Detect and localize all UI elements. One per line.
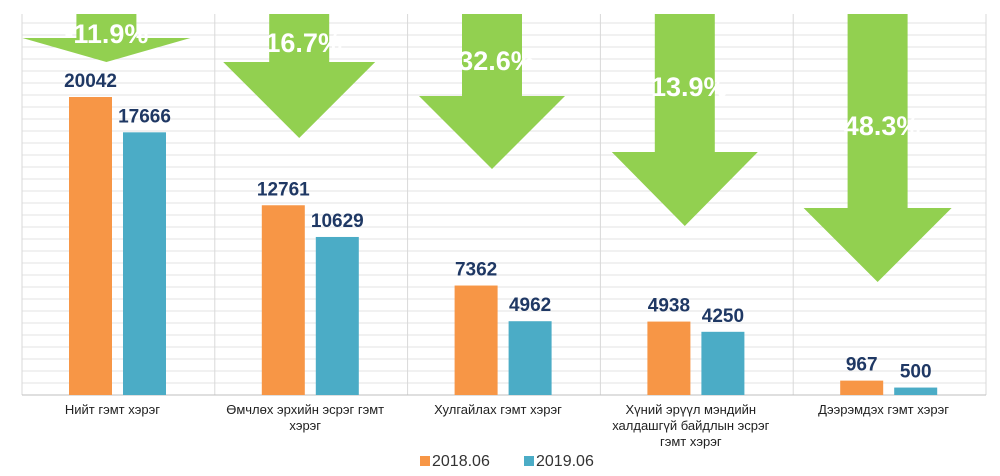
data-label: 4250 xyxy=(702,306,744,327)
category-label: Нийт гэмт хэрэг xyxy=(65,402,160,417)
down-arrow-icon xyxy=(803,14,952,282)
change-percent-label: -16.7% xyxy=(256,28,342,58)
category-labels: Нийт гэмт хэрэг Өмчлөх эрхийн эсрэг гэмт х… xyxy=(65,402,949,449)
bar-2018.06-0 xyxy=(69,97,112,395)
change-percent-label: -13.9% xyxy=(642,72,728,102)
legend-label: 2018.06 xyxy=(432,453,490,470)
change-percent-label: -11.9% xyxy=(64,19,148,49)
category-label: Хулгайлах гэмт хэрэг xyxy=(434,402,562,417)
data-label: 17666 xyxy=(118,106,171,127)
legend-swatch xyxy=(420,456,430,466)
bar-2018.06-1 xyxy=(261,205,305,395)
bar-2019.06-1 xyxy=(315,236,359,395)
data-label: 4962 xyxy=(509,295,551,316)
legend: 2018.06 2019.06 xyxy=(420,453,594,470)
decline-arrows: -11.9% -16.7% -32.6% -13.9% -48.3% xyxy=(22,14,952,282)
bar-2019.06-3 xyxy=(701,331,745,395)
data-label: 967 xyxy=(846,355,878,376)
category-label: Хүний эрүүл мэндийн халдашгүй байдлын эср… xyxy=(612,402,769,449)
legend-swatch xyxy=(524,456,534,466)
down-arrow-icon xyxy=(419,14,565,169)
data-label: 10629 xyxy=(311,211,364,232)
down-arrow-icon xyxy=(611,14,758,226)
data-label: 12761 xyxy=(257,179,310,200)
down-arrow-icon xyxy=(22,14,191,62)
bar-2019.06-0 xyxy=(123,132,166,395)
data-label: 7362 xyxy=(455,260,497,281)
data-label: 4938 xyxy=(648,296,690,317)
category-label: Өмчлөх эрхийн эсрэг гэмт хэрэг xyxy=(226,402,384,433)
bar-2018.06-2 xyxy=(454,285,498,395)
change-percent-label: -48.3% xyxy=(835,111,921,141)
down-arrow-icon xyxy=(223,14,376,138)
change-percent-label: -32.6% xyxy=(449,46,535,76)
bar-2018.06-3 xyxy=(647,321,691,395)
data-label: 500 xyxy=(900,362,932,383)
category-label: Дээрэмдэх гэмт хэрэг xyxy=(818,402,949,417)
bar-2019.06-4 xyxy=(894,387,938,395)
data-labels: 20042 12761 7362 4938 967 17666 10629 4962 4250 5… xyxy=(64,71,931,383)
data-label: 20042 xyxy=(64,71,117,92)
bars xyxy=(69,97,938,395)
bar-2018.06-4 xyxy=(840,380,884,395)
bar-2019.06-2 xyxy=(508,321,552,395)
legend-label: 2019.06 xyxy=(536,453,594,470)
